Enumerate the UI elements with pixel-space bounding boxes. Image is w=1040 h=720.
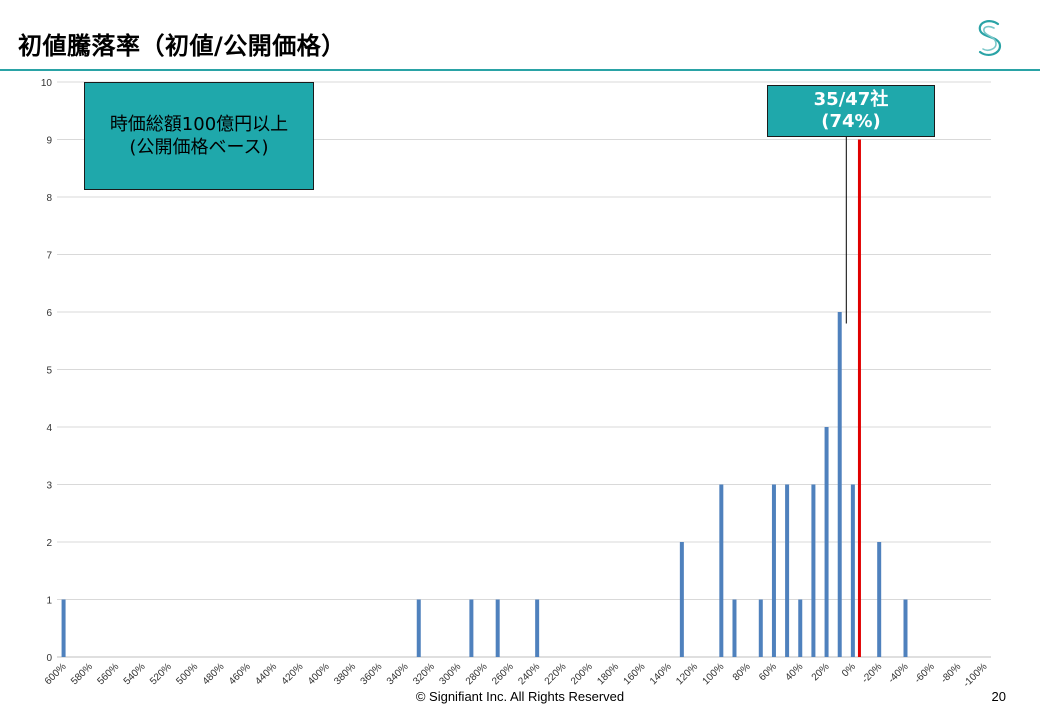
bar-30% [811,484,816,657]
signifiant-s-logo-icon [978,20,1002,56]
x-tick-label: 180% [595,661,621,687]
x-tick-label: -60% [913,661,937,685]
x-tick-label: 340% [385,661,411,687]
bar-600% [61,599,66,657]
y-tick-label: 6 [46,308,52,319]
chart-bars [61,312,908,657]
bar-130% [679,542,684,657]
bar--40% [903,599,908,657]
x-tick-label: 300% [437,661,463,687]
bar-20% [824,427,829,657]
x-tick-label: 240% [516,661,542,687]
x-tick-label: 80% [731,661,753,683]
bar-70% [758,599,763,657]
info-box-line2: (公開価格ベース) [129,137,269,158]
x-tick-label: 140% [648,661,674,687]
bar-10% [837,312,842,657]
bar-90% [732,599,737,657]
bar-330% [416,599,421,657]
x-tick-label: 160% [622,661,648,687]
copyright-footer: © Signifiant Inc. All Rights Reserved [415,689,625,704]
y-axis-tick-labels: 0 1 2 3 4 5 6 7 8 9 10 [41,78,53,664]
bar-60% [771,484,776,657]
info-box-line1: 時価総額100億円以上 [109,113,289,135]
callout-line1: 35/47社 [813,89,889,111]
x-tick-label: 500% [174,661,200,687]
y-tick-label: 10 [41,78,53,89]
y-tick-label: 9 [46,136,52,147]
y-tick-label: 4 [46,423,52,434]
page-title: 初値騰落率（初値/公開価格） [18,32,346,60]
x-tick-label: -20% [860,661,884,685]
x-tick-label: 580% [69,661,95,687]
bar-40% [798,599,803,657]
x-tick-label: -100% [961,661,989,689]
x-tick-label: 280% [464,661,490,687]
x-tick-label: 200% [569,661,595,687]
x-tick-label: 120% [674,661,700,687]
market-cap-info-box: 時価総額100億円以上 (公開価格ベース) [84,82,314,190]
callout-line2: (74%) [821,111,881,132]
bar--20% [877,542,882,657]
x-tick-label: 100% [701,661,727,687]
x-tick-label: 260% [490,661,516,687]
bar-50% [785,484,790,657]
x-tick-label: 380% [332,661,358,687]
header-rule [0,69,1040,71]
bar-240% [535,599,540,657]
x-tick-label: 420% [280,661,306,687]
y-tick-label: 1 [46,596,52,607]
y-tick-label: 5 [46,366,52,377]
bar-270% [495,599,500,657]
chart-gridlines [57,81,991,658]
bar-100% [719,484,724,657]
x-axis-tick-labels: 600% 580% 560% 540% 520% 500% 480% 460% 440% 420%… [43,661,990,689]
x-tick-label: 360% [359,661,385,687]
ratio-callout-box: 35/47社 (74%) [767,85,935,137]
x-tick-label: 560% [95,661,121,687]
bar-0% [850,484,855,657]
y-tick-label: 8 [46,193,52,204]
x-tick-label: 600% [43,661,69,687]
x-tick-label: 20% [810,661,832,683]
x-tick-label: 460% [227,661,253,687]
x-tick-label: 0% [840,661,858,679]
x-tick-label: -80% [939,661,963,685]
bar-290% [469,599,474,657]
x-tick-label: 220% [543,661,569,687]
x-tick-label: 480% [201,661,227,687]
x-tick-label: 320% [411,661,437,687]
chart-overlays [845,137,861,657]
x-tick-label: 60% [757,661,779,683]
x-tick-label: 440% [253,661,279,687]
y-tick-label: 3 [46,481,52,492]
x-tick-label: 540% [122,661,148,687]
x-tick-label: 40% [783,661,805,683]
x-tick-label: 520% [148,661,174,687]
y-tick-label: 0 [46,653,52,664]
x-tick-label: 400% [306,661,332,687]
y-tick-label: 7 [46,251,52,262]
x-tick-label: -40% [886,661,910,685]
page-number: 20 [991,689,1006,704]
y-tick-label: 2 [46,538,52,549]
